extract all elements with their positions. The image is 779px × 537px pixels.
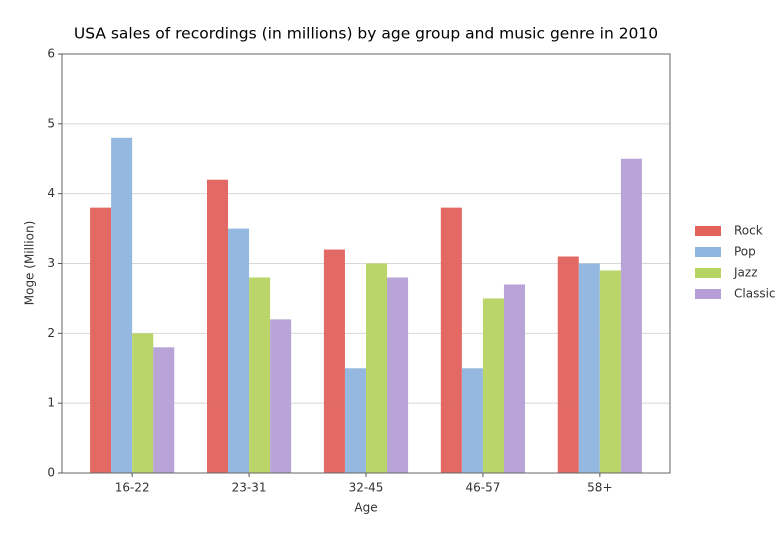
legend: Rock Pop Jazz Classic bbox=[695, 224, 776, 301]
bar bbox=[228, 228, 250, 473]
bar bbox=[111, 137, 133, 474]
legend-label: Classic bbox=[734, 287, 776, 301]
x-tick-label: 46-57 bbox=[465, 481, 500, 495]
legend-swatch bbox=[695, 247, 721, 257]
bar bbox=[344, 368, 366, 473]
legend-label: Pop bbox=[734, 245, 756, 259]
y-tick-label: 3 bbox=[47, 256, 55, 270]
bar bbox=[366, 263, 388, 473]
legend-label: Jazz bbox=[733, 266, 758, 280]
bars bbox=[90, 137, 642, 474]
bar bbox=[206, 179, 229, 473]
axes: 0 1 2 3 4 5 6 16-22 23-31 32-45 46-57 58+ bbox=[47, 47, 612, 495]
bar bbox=[557, 256, 579, 473]
y-tick-label: 4 bbox=[47, 186, 55, 200]
legend-swatch bbox=[695, 289, 721, 299]
bar bbox=[503, 284, 526, 473]
y-axis-label: Moge (Million) bbox=[23, 221, 37, 306]
x-axis-label: Age bbox=[354, 501, 377, 515]
x-tick-label: 23-31 bbox=[232, 481, 267, 495]
bar bbox=[323, 249, 345, 473]
bar bbox=[578, 263, 600, 473]
bar bbox=[132, 333, 154, 473]
bar bbox=[270, 319, 292, 473]
x-tick-label: 16-22 bbox=[115, 481, 150, 495]
legend-swatch bbox=[695, 268, 721, 278]
x-tick-label: 32-45 bbox=[349, 481, 384, 495]
bar bbox=[620, 158, 642, 473]
legend-swatch bbox=[695, 226, 721, 236]
y-tick-label: 6 bbox=[47, 47, 55, 61]
chart-title: USA sales of recordings (in millions) by… bbox=[74, 25, 658, 43]
y-tick-label: 5 bbox=[47, 116, 55, 130]
bar bbox=[599, 270, 621, 473]
bar bbox=[153, 347, 175, 473]
legend-label: Rock bbox=[734, 224, 763, 238]
y-tick-label: 2 bbox=[47, 326, 55, 340]
bar bbox=[440, 207, 462, 473]
bar bbox=[461, 368, 483, 473]
bar bbox=[249, 277, 271, 473]
bar bbox=[90, 207, 112, 473]
y-tick-label: 0 bbox=[47, 466, 55, 480]
bar bbox=[387, 277, 409, 473]
bar bbox=[482, 298, 504, 473]
x-tick-label: 58+ bbox=[587, 481, 612, 495]
y-tick-label: 1 bbox=[47, 396, 55, 410]
